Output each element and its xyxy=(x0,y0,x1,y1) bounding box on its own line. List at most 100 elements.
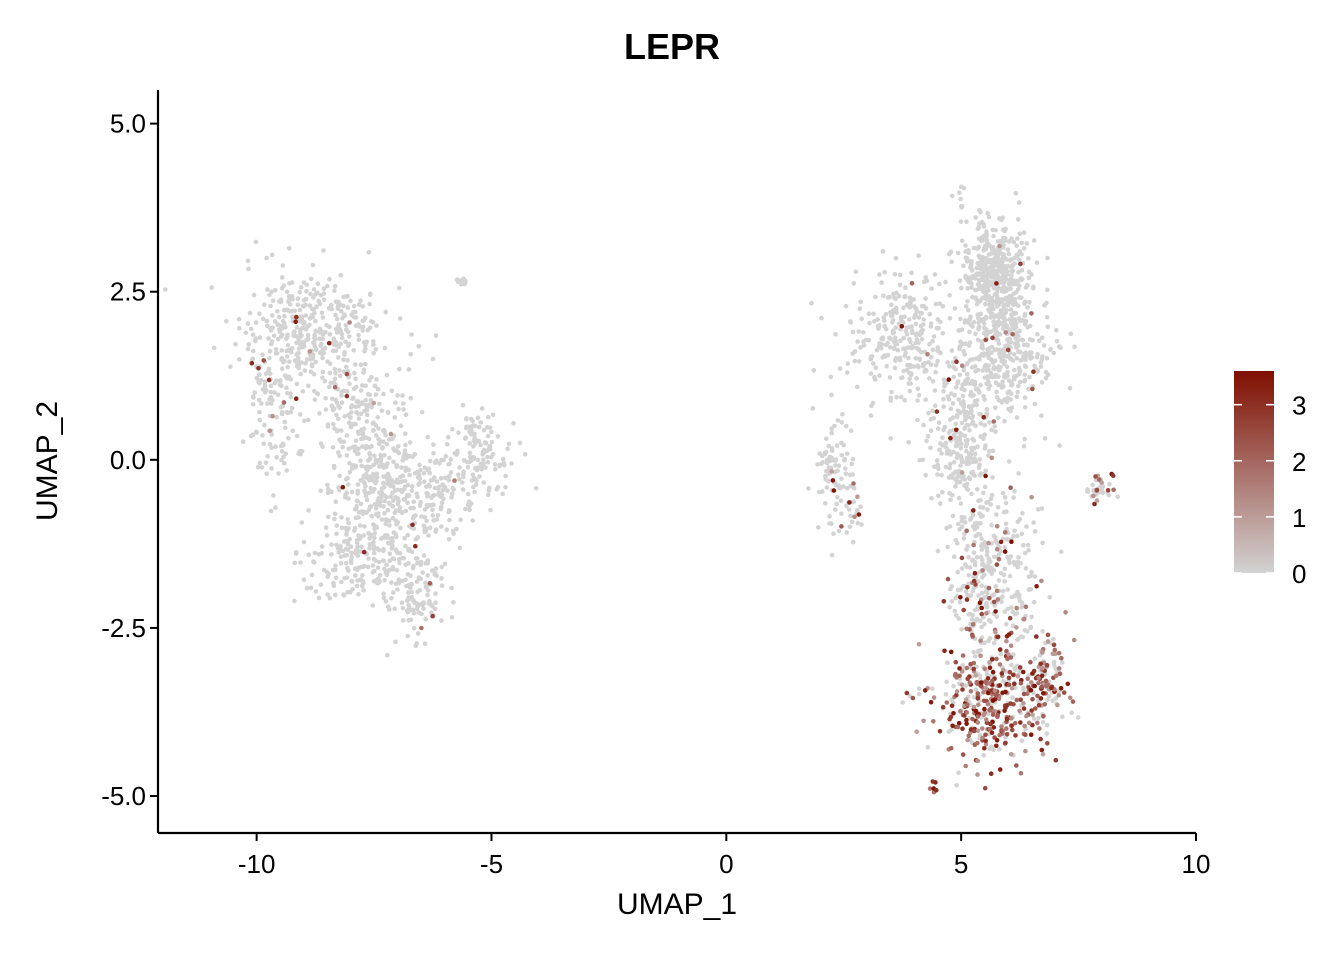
data-point xyxy=(385,481,391,486)
data-point xyxy=(473,441,478,446)
data-point xyxy=(284,307,290,313)
data-point xyxy=(979,542,985,547)
data-point xyxy=(265,454,271,459)
data-point xyxy=(973,423,978,429)
data-point xyxy=(959,203,964,209)
data-point xyxy=(1015,303,1021,309)
data-point xyxy=(922,688,928,693)
data-point xyxy=(302,418,307,424)
data-point xyxy=(289,349,294,355)
data-point xyxy=(953,385,959,390)
data-point xyxy=(372,453,377,459)
data-point xyxy=(941,404,946,409)
data-point xyxy=(310,314,316,320)
data-point xyxy=(931,416,936,421)
data-point xyxy=(425,559,430,564)
data-point xyxy=(257,409,262,415)
data-point xyxy=(1003,740,1008,746)
data-point xyxy=(958,501,964,506)
data-point xyxy=(994,395,1000,400)
data-point xyxy=(1015,389,1020,395)
data-point xyxy=(972,380,977,386)
data-point xyxy=(413,643,419,649)
data-point xyxy=(986,585,992,591)
data-point xyxy=(837,366,843,371)
data-point xyxy=(325,574,331,579)
data-point xyxy=(301,577,307,583)
data-point xyxy=(366,556,371,561)
data-point xyxy=(998,651,1004,657)
data-point xyxy=(977,299,982,304)
data-point xyxy=(473,482,479,488)
data-point xyxy=(968,389,974,395)
data-point xyxy=(1039,684,1044,690)
data-point xyxy=(968,611,973,617)
data-point xyxy=(999,385,1005,390)
data-point xyxy=(1035,720,1040,726)
data-point xyxy=(977,462,982,468)
data-point xyxy=(892,271,898,277)
data-point xyxy=(982,640,987,645)
data-point xyxy=(425,434,431,440)
data-point xyxy=(933,301,939,307)
data-point xyxy=(918,323,924,329)
data-point xyxy=(274,351,280,356)
data-point xyxy=(947,465,952,471)
data-point xyxy=(384,372,390,378)
data-point xyxy=(444,527,450,532)
data-point xyxy=(868,413,874,418)
data-point xyxy=(334,523,340,528)
data-point xyxy=(1031,599,1037,605)
data-point xyxy=(1014,342,1019,347)
data-point xyxy=(911,364,917,369)
data-point xyxy=(1015,519,1021,524)
data-point xyxy=(887,335,892,341)
data-point xyxy=(956,616,962,621)
data-point xyxy=(1029,311,1034,316)
data-point xyxy=(963,589,969,594)
data-point xyxy=(370,421,376,426)
data-point xyxy=(320,369,326,375)
data-point xyxy=(1036,702,1042,708)
data-point xyxy=(375,386,381,392)
data-point xyxy=(962,426,967,431)
data-point xyxy=(371,427,376,433)
data-point xyxy=(1005,347,1011,353)
data-point xyxy=(1028,659,1033,665)
data-point xyxy=(989,492,995,498)
data-point xyxy=(434,479,440,484)
data-point xyxy=(969,447,975,453)
data-point xyxy=(366,490,372,496)
data-point xyxy=(1015,279,1021,285)
data-point xyxy=(831,531,836,536)
data-point xyxy=(987,309,992,314)
data-point xyxy=(847,500,852,505)
data-point xyxy=(957,278,963,283)
data-point xyxy=(397,560,402,566)
data-point xyxy=(923,306,929,311)
data-point xyxy=(1012,255,1017,261)
data-point xyxy=(956,770,961,776)
data-point xyxy=(329,542,334,547)
data-point xyxy=(380,445,385,450)
data-point xyxy=(1021,706,1027,711)
data-point xyxy=(957,190,962,195)
data-point xyxy=(1039,673,1045,679)
data-point xyxy=(983,337,989,343)
data-point xyxy=(986,560,991,566)
data-point xyxy=(374,471,379,477)
data-point xyxy=(336,416,341,422)
data-point xyxy=(1011,377,1017,382)
data-point xyxy=(365,327,371,333)
data-point xyxy=(1014,697,1020,703)
data-point xyxy=(829,446,835,451)
data-point xyxy=(1056,689,1061,694)
data-point xyxy=(396,406,401,412)
data-point xyxy=(1007,336,1013,342)
data-point xyxy=(1026,574,1032,579)
data-point xyxy=(481,428,487,433)
data-point xyxy=(1030,386,1035,392)
data-point xyxy=(948,497,953,503)
data-point xyxy=(959,420,965,426)
data-point xyxy=(279,366,285,372)
